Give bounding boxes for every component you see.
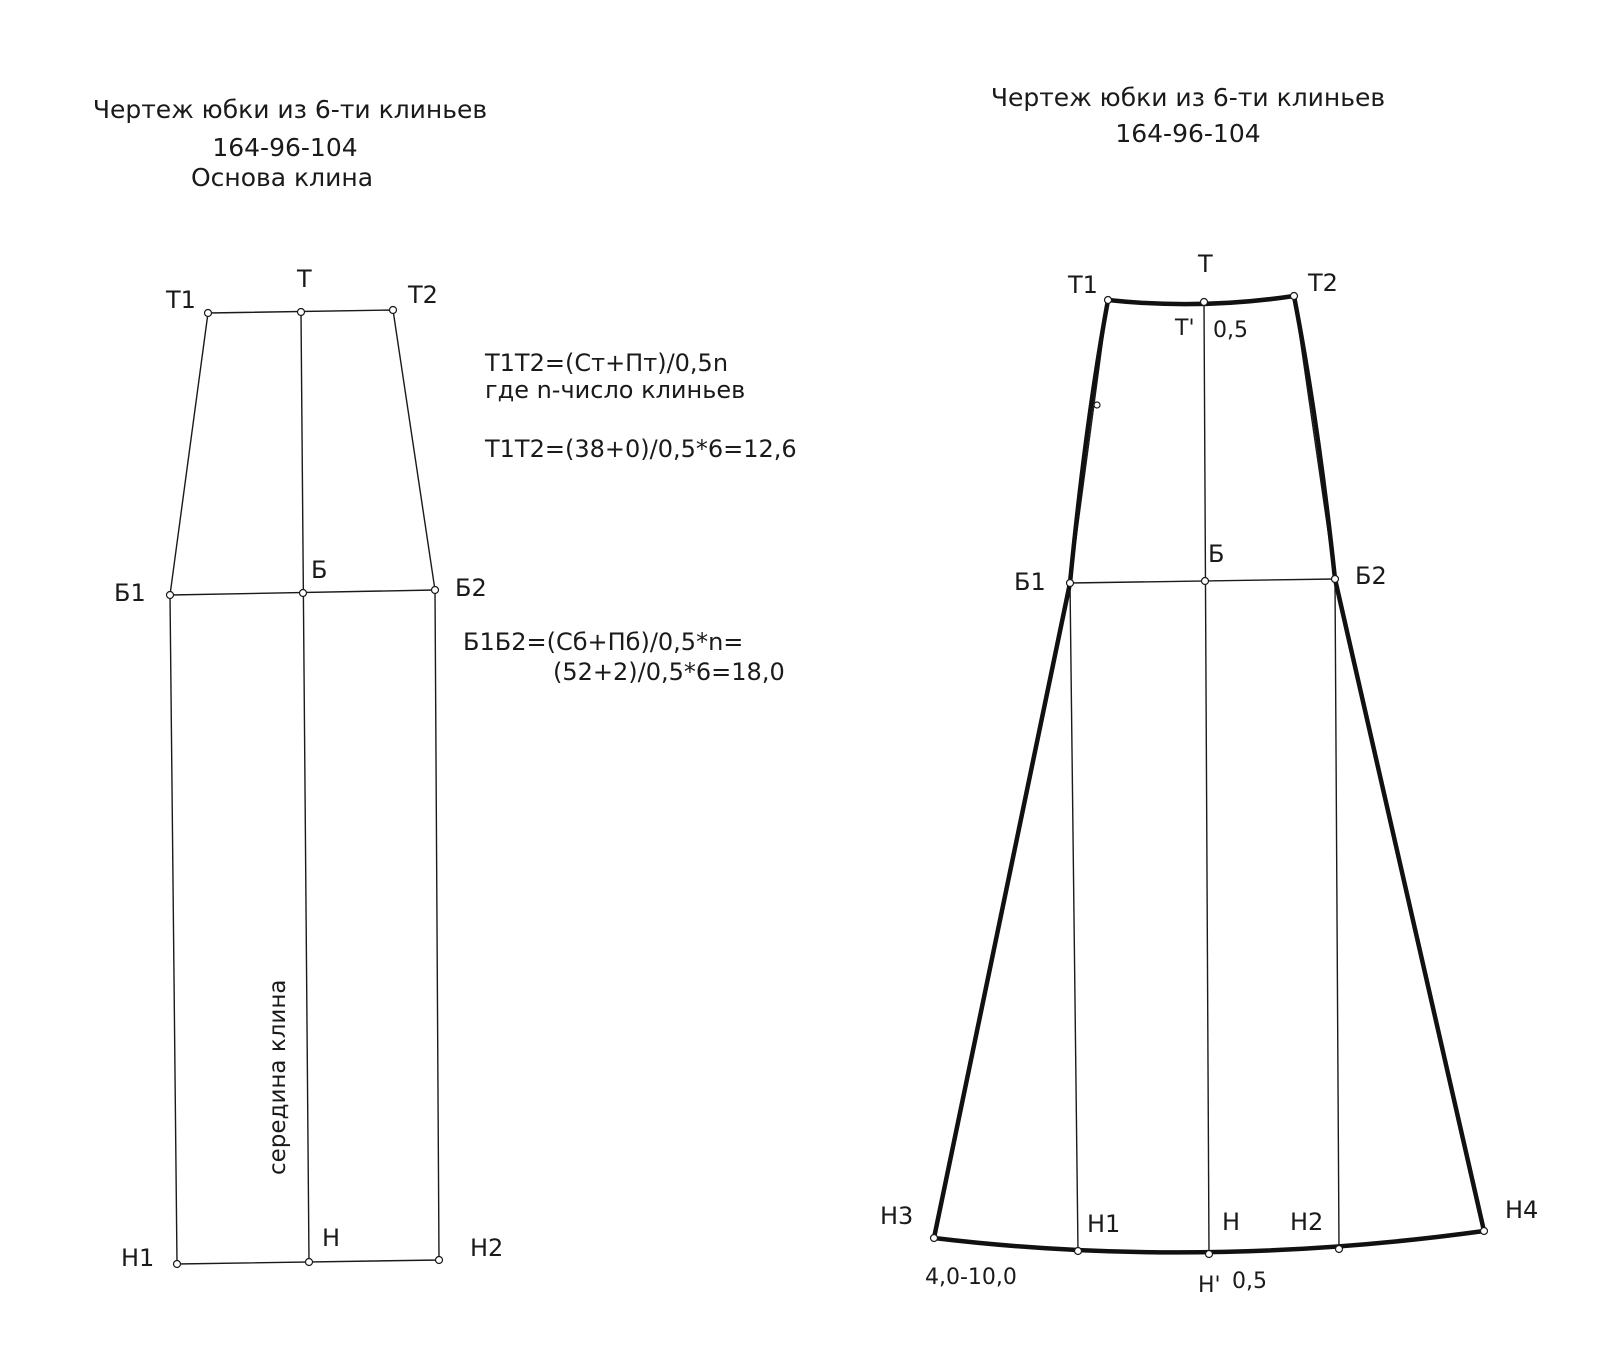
left-drawing: Чертеж юбки из 6-ти клиньев 164-96-104 О… [93, 95, 797, 1272]
left-label-b2: Б2 [455, 574, 487, 602]
left-point-h2-marker [434, 1255, 444, 1265]
left-point-h-marker [304, 1257, 314, 1267]
left-point-b2-marker [430, 585, 440, 595]
right-point-b1-marker [1065, 578, 1075, 588]
left-point-t-marker [296, 307, 306, 317]
right-title-line2: 164-96-104 [1115, 119, 1260, 148]
left-point-h1-marker [172, 1259, 182, 1269]
right-point-b2-marker [1330, 574, 1340, 584]
right-label-t1: Т1 [1067, 271, 1098, 299]
right-label-h3: Н3 [880, 1202, 913, 1230]
formula-waist-line3: Т1Т2=(38+0)/0,5*6=12,6 [484, 435, 797, 463]
left-label-t1: Т1 [165, 286, 196, 314]
formula-hip-line1: Б1Б2=(Сб+Пб)/0,5*n= [463, 628, 743, 656]
left-label-h: Н [322, 1224, 340, 1252]
left-label-t2: Т2 [407, 281, 438, 309]
right-point-side-marker [1093, 401, 1101, 409]
left-point-b1-marker [165, 590, 175, 600]
left-point-b-marker [298, 588, 308, 598]
right-label-h: Н [1222, 1208, 1240, 1236]
left-label-h1: Н1 [121, 1244, 154, 1272]
right-drawing: Чертеж юбки из 6-ти клиньев 164-96-104 Т… [880, 83, 1538, 1298]
left-label-h2: Н2 [470, 1234, 503, 1262]
left-point-t2-marker [388, 305, 398, 315]
right-label-t2: Т2 [1307, 269, 1338, 297]
right-label-h2: Н2 [1290, 1208, 1323, 1236]
right-label-t-prime: Т' [1174, 316, 1195, 341]
right-point-h3-marker [929, 1233, 939, 1243]
left-center-label: середина клина [265, 979, 291, 1175]
right-title-line1: Чертеж юбки из 6-ти клиньев [991, 83, 1385, 112]
right-label-h1: Н1 [1087, 1210, 1120, 1238]
right-hem-offset: 0,5 [1232, 1269, 1267, 1294]
left-label-b1: Б1 [114, 579, 146, 607]
right-left-seam [931, 297, 1111, 1241]
left-title-line2: 164-96-104 [212, 133, 357, 162]
right-label-h-prime: Н' [1198, 1273, 1221, 1298]
right-point-t2-marker [1289, 291, 1299, 301]
left-center-line [300, 311, 310, 1263]
left-point-t1-marker [203, 308, 213, 318]
right-point-h4-marker [1479, 1226, 1489, 1236]
right-h1-guide [1069, 582, 1079, 1252]
right-point-t-marker [1199, 297, 1209, 307]
right-label-b1: Б1 [1014, 568, 1046, 596]
right-hem-curve [931, 1228, 1487, 1255]
right-label-t: Т [1197, 250, 1213, 278]
right-point-t1-marker [1103, 295, 1113, 305]
left-title-line1: Чертеж юбки из 6-ти клиньев [93, 95, 487, 124]
left-label-b: Б [311, 556, 327, 584]
right-point-h-marker [1204, 1249, 1214, 1259]
right-hem-flare: 4,0-10,0 [925, 1265, 1017, 1290]
right-h2-guide [1334, 578, 1340, 1250]
right-waist-offset: 0,5 [1213, 318, 1248, 343]
left-title-line3: Основа клина [191, 163, 373, 192]
left-label-t: Т [296, 265, 312, 293]
formula-waist-line2: где n-число клиньев [485, 376, 745, 404]
right-right-seam [1291, 293, 1487, 1234]
right-label-b: Б [1208, 540, 1224, 568]
formula-hip-line2: (52+2)/0,5*6=18,0 [553, 658, 785, 686]
right-label-h4: Н4 [1505, 1196, 1538, 1224]
right-center-line [1203, 301, 1210, 1255]
formula-waist-line1: Т1Т2=(Ст+Пт)/0,5n [484, 349, 728, 377]
right-point-h1-marker [1073, 1246, 1083, 1256]
right-point-h2-marker [1334, 1244, 1344, 1254]
right-point-b-marker [1200, 576, 1210, 586]
right-label-b2: Б2 [1355, 562, 1387, 590]
